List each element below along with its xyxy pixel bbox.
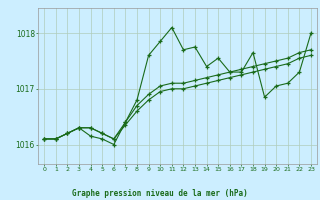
Text: Graphe pression niveau de la mer (hPa): Graphe pression niveau de la mer (hPa) [72,189,248,198]
